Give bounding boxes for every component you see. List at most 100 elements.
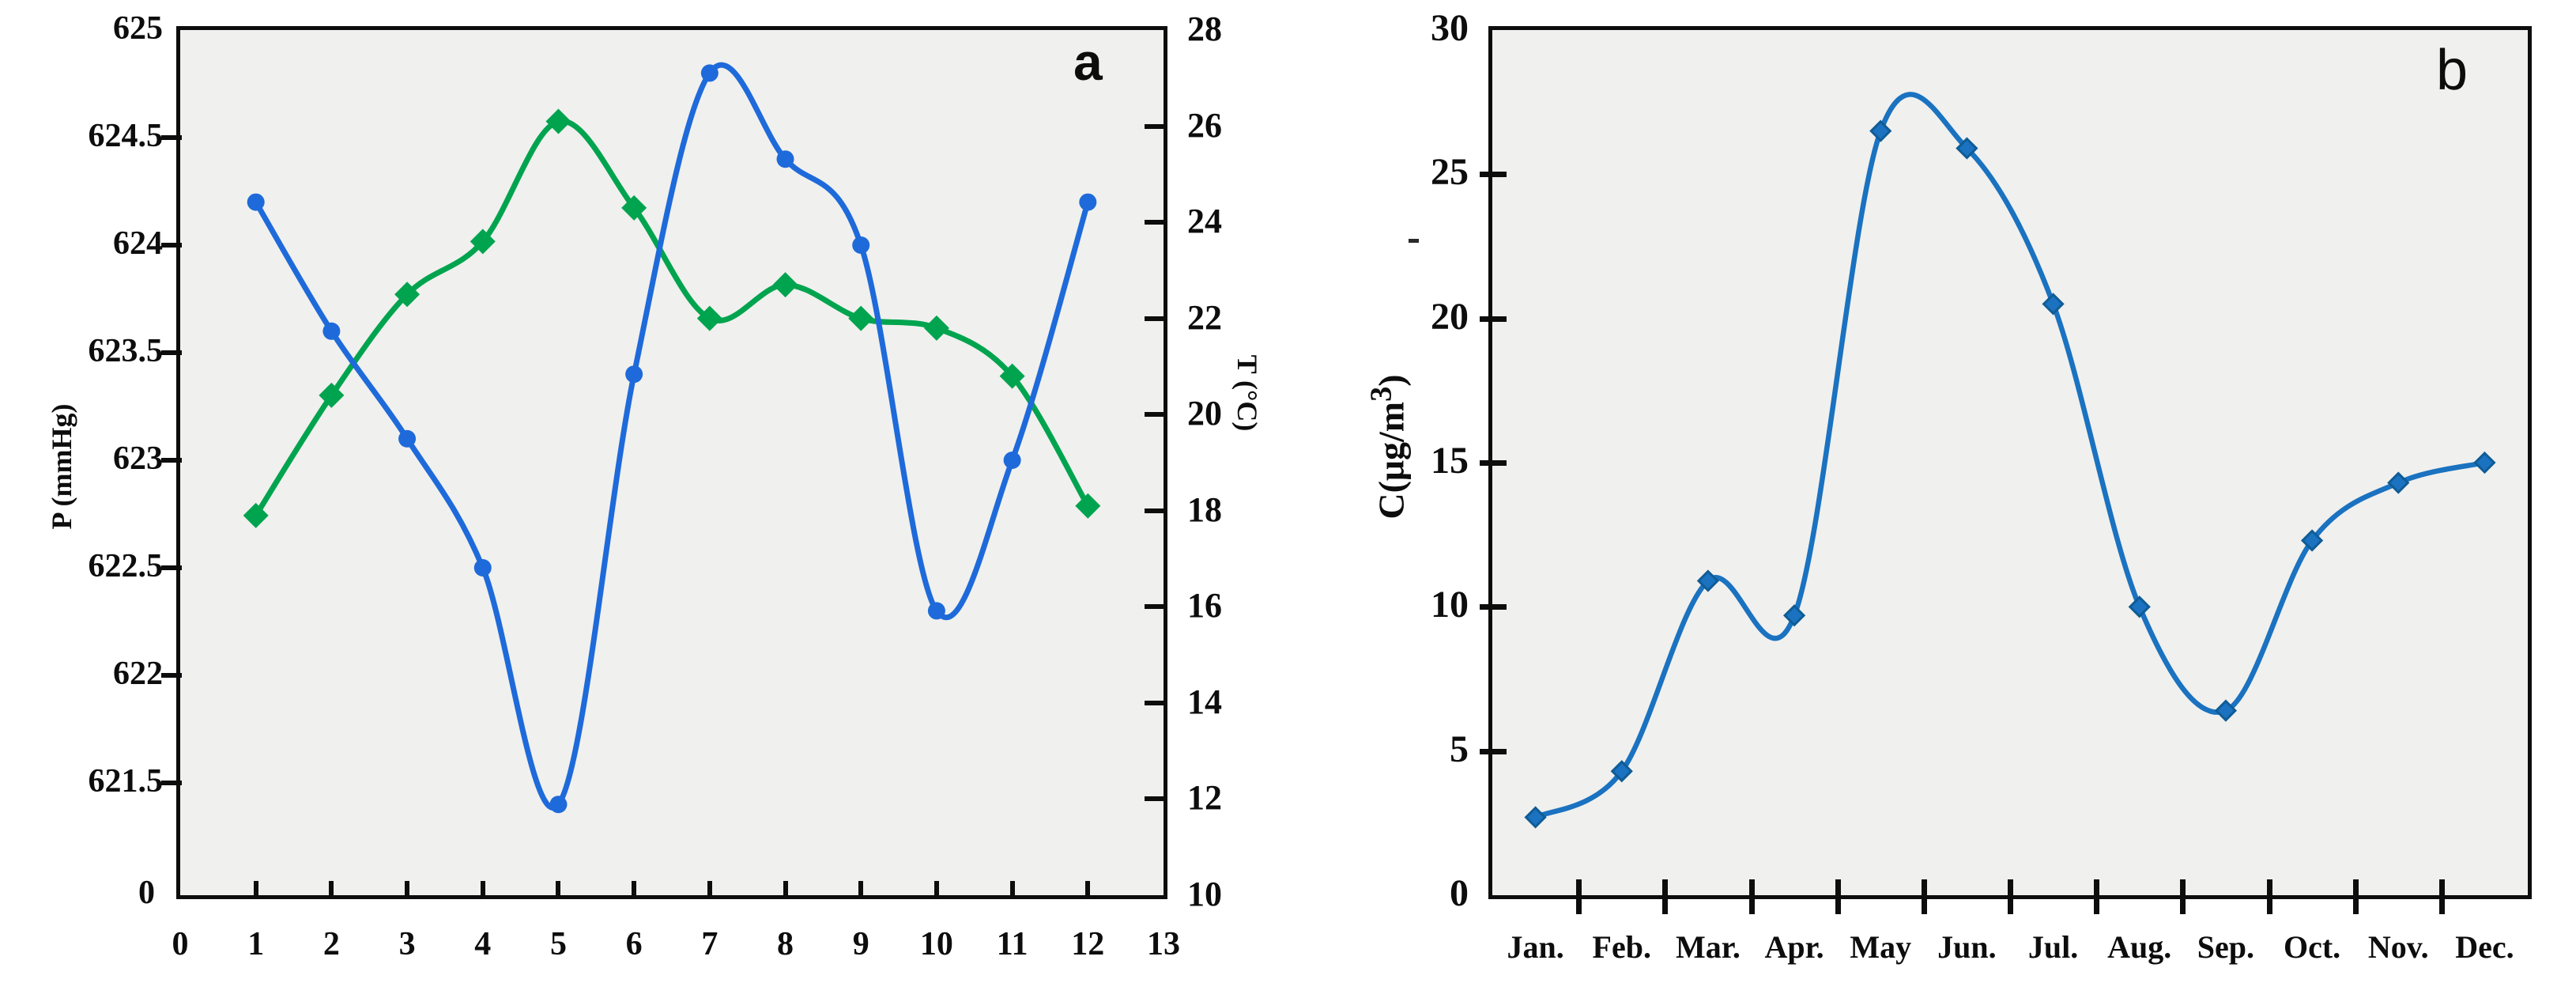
chart-b-y-tick-label: 20 xyxy=(1431,295,1469,338)
chart-a-x-tick-label: 11 xyxy=(996,926,1028,962)
chart-a-right-tick-label: 24 xyxy=(1187,202,1222,241)
chart-b-y-axis-title-text: C(μg/m xyxy=(1371,401,1412,520)
pressure-series-line xyxy=(253,62,1091,811)
stray-mark xyxy=(1409,239,1419,243)
chart-a-left-break-label: 0 xyxy=(138,875,155,911)
chart-a-x-tick xyxy=(632,881,637,897)
chart-b-y-tick xyxy=(1480,172,1507,178)
pressure-series-marker xyxy=(776,150,794,168)
concentration-series-marker xyxy=(1696,569,1720,592)
chart-a-right-tick xyxy=(1145,604,1165,610)
pressure-series-marker xyxy=(852,236,870,254)
temperature-series-marker xyxy=(923,315,949,341)
chart-a-x-tick xyxy=(1009,881,1015,897)
chart-b-x-tick xyxy=(2438,879,2445,914)
chart-a-x-tick-label: 8 xyxy=(777,926,794,962)
chart-b-x-tick xyxy=(1576,879,1582,914)
temperature-series-marker xyxy=(470,229,496,255)
chart-a-x-tick xyxy=(858,881,864,897)
chart-b-month-label: Jul. xyxy=(2027,929,2079,965)
chart-a-plot-area xyxy=(176,26,1167,899)
chart-a-x-tick xyxy=(933,881,939,897)
chart-b-month-label: Mar. xyxy=(1675,929,1741,965)
chart-b-y-tick xyxy=(1480,748,1507,754)
chart-b-panel-label: b xyxy=(2436,39,2469,102)
chart-b-x-tick xyxy=(1748,879,1755,914)
chart-b-x-tick xyxy=(2352,879,2359,914)
chart-a-left-tick-label: 624 xyxy=(113,225,163,262)
concentration-series-marker xyxy=(1610,760,1633,783)
chart-a-right-tick xyxy=(1145,796,1165,802)
chart-b-x-tick xyxy=(2266,879,2272,914)
chart-a-left-tick xyxy=(161,458,182,463)
concentration-series-marker xyxy=(1782,604,1806,627)
chart-b-x-tick xyxy=(2180,879,2186,914)
concentration-series-marker xyxy=(2473,451,2496,474)
chart-b-month-label: Oct. xyxy=(2283,929,2341,965)
chart-a-x-tick-label: 2 xyxy=(322,926,340,962)
pressure-series-marker xyxy=(322,322,341,340)
chart-a-x-tick xyxy=(480,881,485,897)
chart-b-y-axis-title-superscript: 3 xyxy=(1364,386,1398,402)
temperature-series-marker xyxy=(319,382,345,408)
chart-b-month-label: May xyxy=(1850,929,1912,965)
chart-a-x-tick-label: 9 xyxy=(852,926,869,962)
chart-a-left-tick xyxy=(161,565,182,570)
chart-a-right-tick-label: 22 xyxy=(1187,297,1222,337)
chart-a-right-tick-label: 14 xyxy=(1187,682,1222,721)
chart-a-right-tick xyxy=(1145,123,1165,129)
chart-b-y-tick xyxy=(1480,460,1507,466)
chart-a-right-tick xyxy=(1145,508,1165,513)
temperature-series-marker xyxy=(1075,493,1101,519)
pressure-series-marker xyxy=(473,559,492,576)
chart-a-left-tick xyxy=(161,135,182,140)
chart-a-x-tick-label: 12 xyxy=(1071,926,1105,962)
chart-a-right-tick xyxy=(1145,700,1165,705)
concentration-series-marker xyxy=(2214,699,2238,722)
chart-a-right-tick-label: 18 xyxy=(1187,490,1222,529)
chart-b-x-tick xyxy=(1921,879,1927,914)
chart-a-left-tick-label: 622.5 xyxy=(88,548,164,584)
chart-a-left-tick-label: 625 xyxy=(113,10,163,47)
chart-b-y-tick-label: 10 xyxy=(1431,584,1469,626)
temperature-series-marker xyxy=(545,108,571,134)
chart-b-month-label: Jan. xyxy=(1507,929,1564,965)
temperature-series-marker xyxy=(848,305,874,331)
chart-b-y-tick-label: 30 xyxy=(1431,7,1469,49)
chart-a-x-tick-label: 4 xyxy=(474,926,492,962)
chart-a-x-tick-label: 5 xyxy=(549,926,567,962)
chart-b-x-tick xyxy=(1835,879,1841,914)
chart-a-left-tick-label: 623.5 xyxy=(88,333,164,369)
concentration-series-marker xyxy=(1869,119,1892,142)
concentration-series-marker xyxy=(2300,529,2324,552)
chart-a-x-tick xyxy=(253,881,258,897)
chart-a-right-axis-title: T (°C) xyxy=(1231,354,1263,432)
pressure-series-marker xyxy=(247,193,265,211)
chart-a-right-tick xyxy=(1145,220,1165,225)
chart-b-y-tick xyxy=(1480,316,1507,322)
chart-a-right-tick xyxy=(1145,316,1165,321)
chart-b-x-tick xyxy=(2094,879,2100,914)
chart-a-panel-label: a xyxy=(1073,32,1103,91)
chart-a-left-tick-label: 622 xyxy=(113,656,163,692)
chart-b-y-tick-label: 15 xyxy=(1431,440,1469,482)
concentration-series-marker xyxy=(1524,806,1547,829)
chart-a-x-tick-label: 3 xyxy=(398,926,416,962)
chart-b-plot-area xyxy=(1488,26,2532,899)
chart-b-series-svg xyxy=(1524,92,2496,829)
temperature-series-marker xyxy=(999,363,1025,389)
chart-a-x-tick xyxy=(405,881,410,897)
chart-a-x-tick-label: 1 xyxy=(247,926,265,962)
chart-b-y-axis-title: C(μg/m3) xyxy=(1363,374,1412,519)
chart-b-y-tick xyxy=(1480,604,1507,611)
chart-b-month-label: Dec. xyxy=(2455,929,2514,965)
pressure-series-marker xyxy=(927,602,945,620)
chart-b-month-label: Feb. xyxy=(1592,929,1651,965)
chart-b-month-label: Nov. xyxy=(2367,929,2429,965)
chart-a-left-tick xyxy=(161,673,182,678)
chart-b-y-tick-label: 0 xyxy=(1450,872,1469,914)
concentration-series-marker xyxy=(1956,137,1978,160)
chart-a-right-tick-label: 16 xyxy=(1187,586,1222,626)
pressure-series-marker xyxy=(625,365,643,384)
